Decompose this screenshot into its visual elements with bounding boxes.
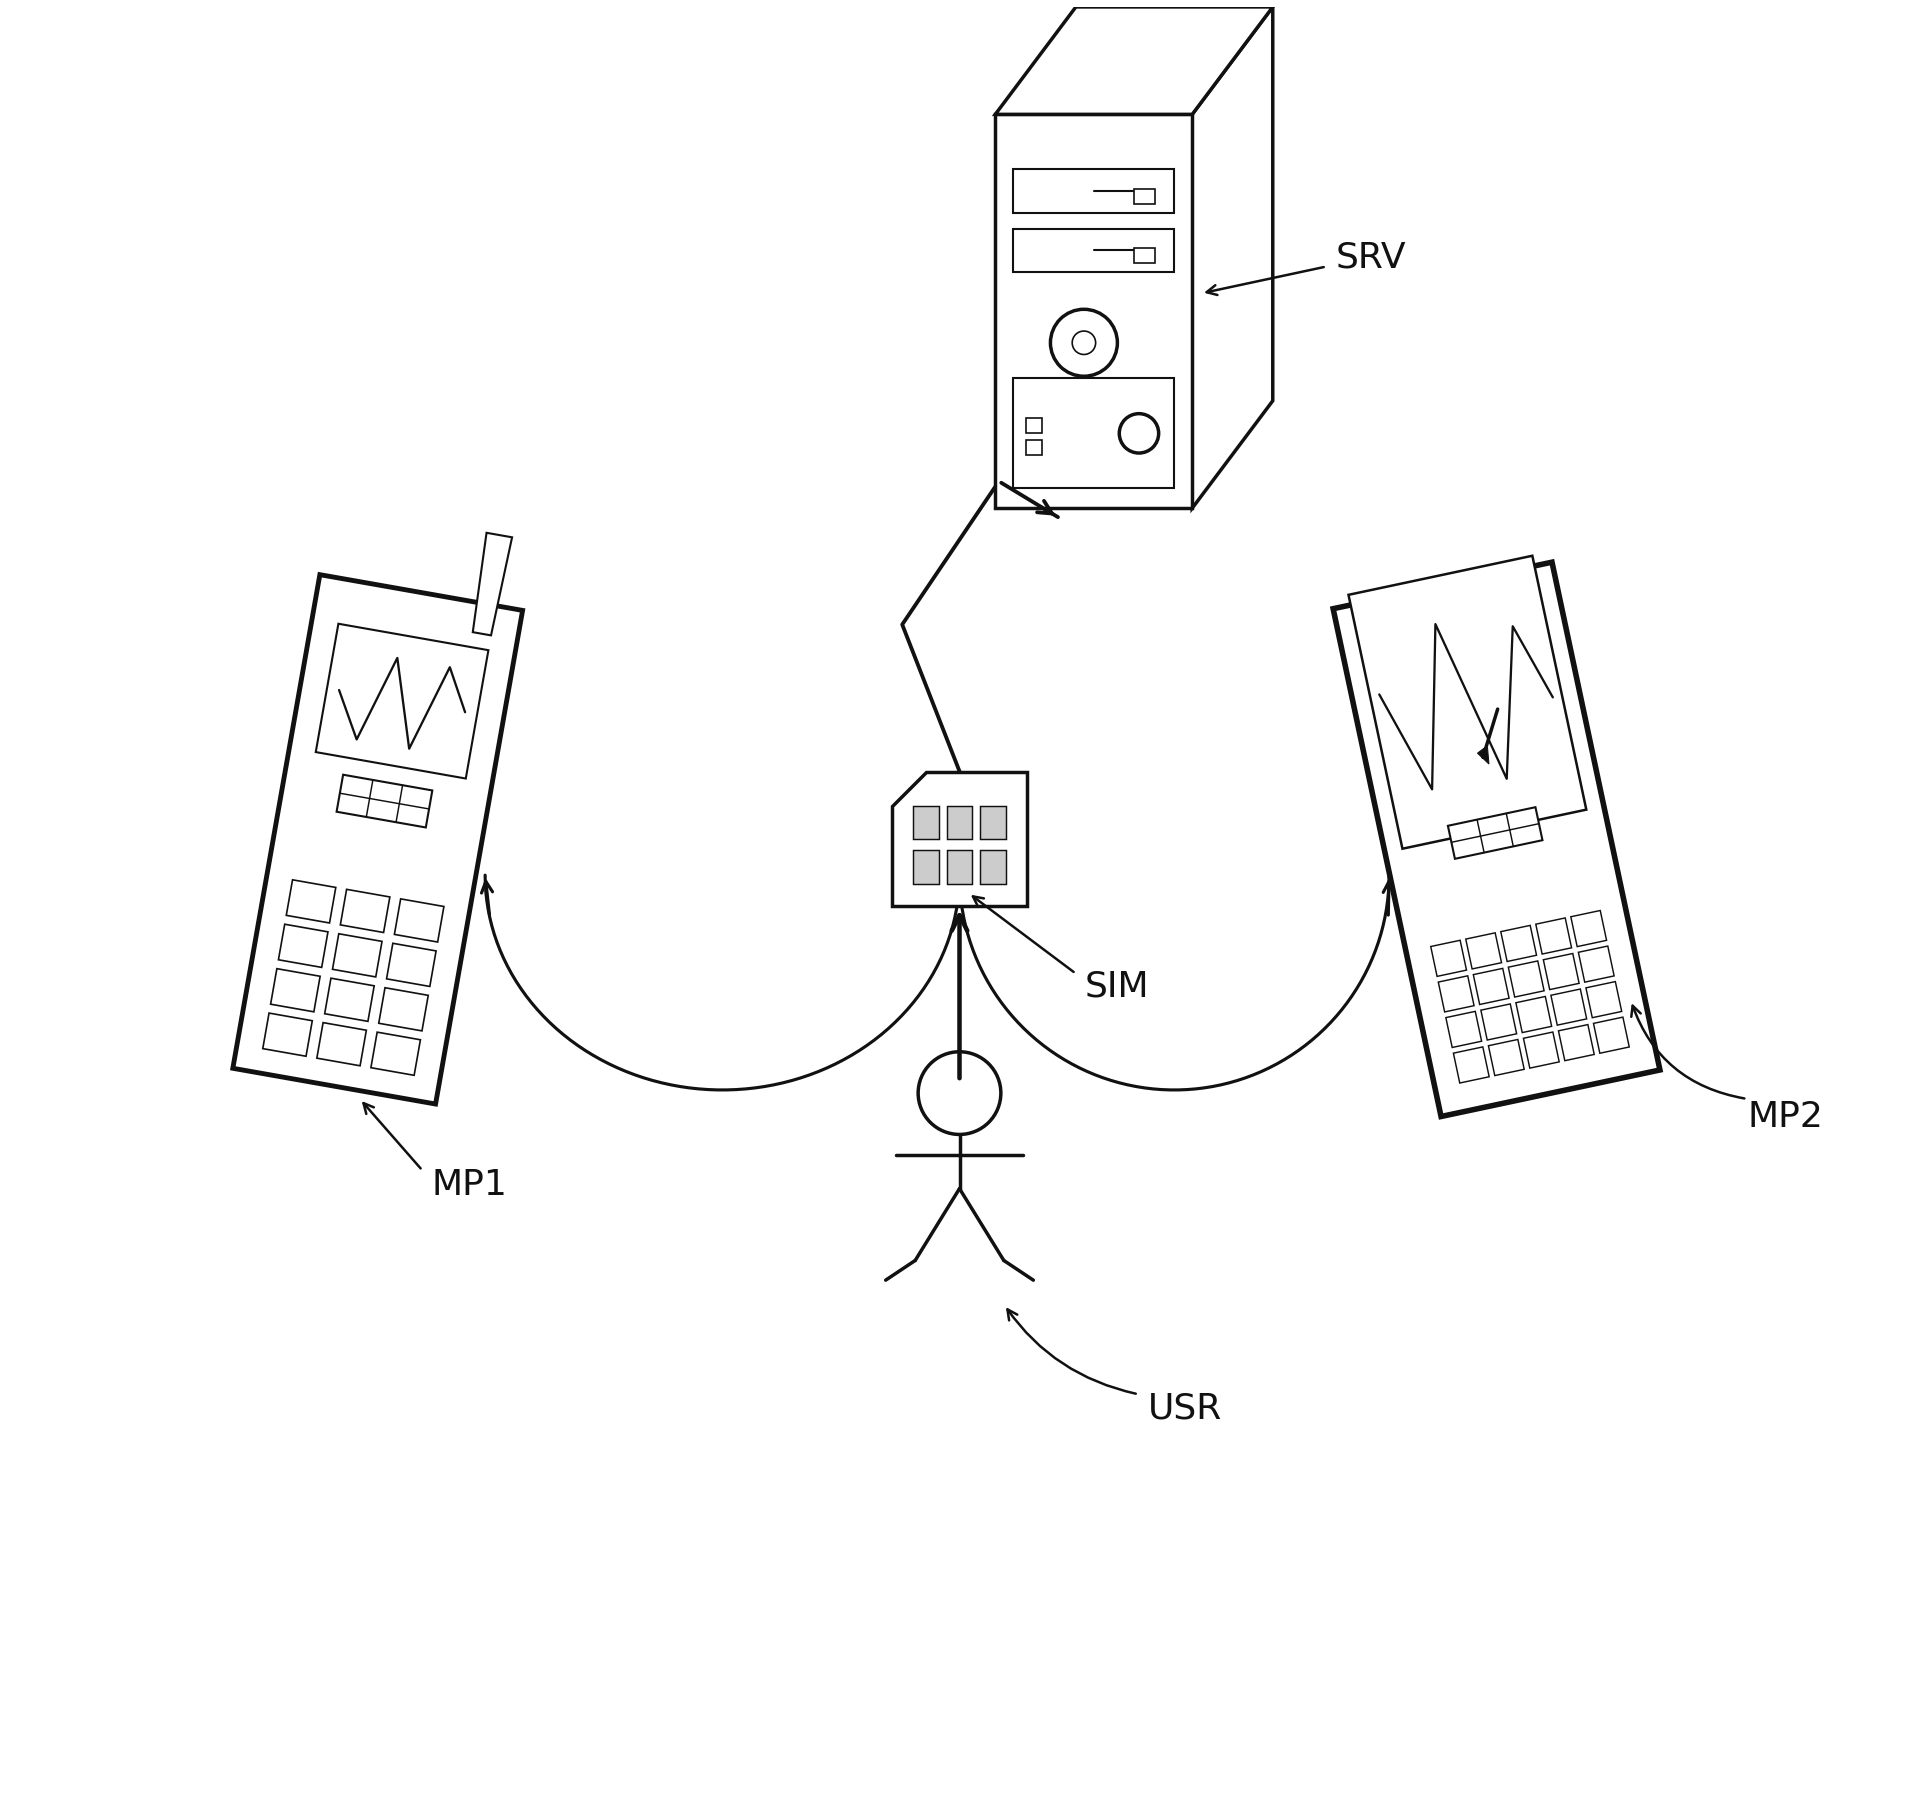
Polygon shape <box>913 850 938 884</box>
Polygon shape <box>1474 969 1508 1005</box>
Polygon shape <box>263 1014 313 1057</box>
Polygon shape <box>1134 189 1155 204</box>
Polygon shape <box>1334 563 1660 1117</box>
Polygon shape <box>996 7 1272 114</box>
Polygon shape <box>1192 7 1272 509</box>
Polygon shape <box>317 1023 367 1066</box>
Text: MP2: MP2 <box>1746 1100 1823 1133</box>
Polygon shape <box>1551 989 1587 1025</box>
Polygon shape <box>271 969 320 1012</box>
Polygon shape <box>1558 1025 1595 1061</box>
Polygon shape <box>1577 945 1614 981</box>
Polygon shape <box>946 850 973 884</box>
Polygon shape <box>1013 170 1174 213</box>
Polygon shape <box>1478 745 1489 765</box>
Text: SRV: SRV <box>1336 240 1407 274</box>
Polygon shape <box>1535 918 1572 954</box>
Polygon shape <box>1543 954 1579 990</box>
Polygon shape <box>1013 379 1174 489</box>
Polygon shape <box>1134 249 1155 263</box>
Polygon shape <box>1027 440 1042 455</box>
Polygon shape <box>1453 1046 1489 1082</box>
Polygon shape <box>336 774 432 828</box>
Polygon shape <box>232 575 522 1104</box>
Polygon shape <box>472 532 512 635</box>
Polygon shape <box>892 772 1027 906</box>
Polygon shape <box>913 806 938 839</box>
Polygon shape <box>1508 962 1545 998</box>
Text: MP1: MP1 <box>432 1167 507 1201</box>
Polygon shape <box>946 806 973 839</box>
Polygon shape <box>378 989 428 1030</box>
Polygon shape <box>324 978 374 1021</box>
Polygon shape <box>1516 996 1552 1032</box>
Polygon shape <box>981 806 1006 839</box>
Polygon shape <box>1481 1003 1516 1041</box>
Polygon shape <box>317 624 489 779</box>
Text: SIM: SIM <box>1084 969 1149 1003</box>
Polygon shape <box>340 889 390 933</box>
Polygon shape <box>1585 981 1622 1017</box>
Polygon shape <box>996 114 1192 509</box>
Polygon shape <box>1439 976 1474 1012</box>
Polygon shape <box>981 850 1006 884</box>
Polygon shape <box>395 898 443 942</box>
Polygon shape <box>1489 1039 1524 1075</box>
Polygon shape <box>1524 1032 1560 1068</box>
Polygon shape <box>1445 1012 1481 1048</box>
Polygon shape <box>1501 925 1537 962</box>
Polygon shape <box>370 1032 420 1075</box>
Polygon shape <box>386 943 436 987</box>
Polygon shape <box>1432 940 1466 976</box>
Text: USR: USR <box>1148 1391 1222 1425</box>
Polygon shape <box>286 880 336 924</box>
Polygon shape <box>278 924 328 967</box>
Polygon shape <box>1349 556 1587 848</box>
Polygon shape <box>1466 933 1501 969</box>
Polygon shape <box>1449 806 1543 859</box>
Polygon shape <box>1027 417 1042 433</box>
Polygon shape <box>332 934 382 978</box>
Polygon shape <box>1572 911 1606 947</box>
Polygon shape <box>1593 1017 1629 1054</box>
Polygon shape <box>1013 229 1174 272</box>
